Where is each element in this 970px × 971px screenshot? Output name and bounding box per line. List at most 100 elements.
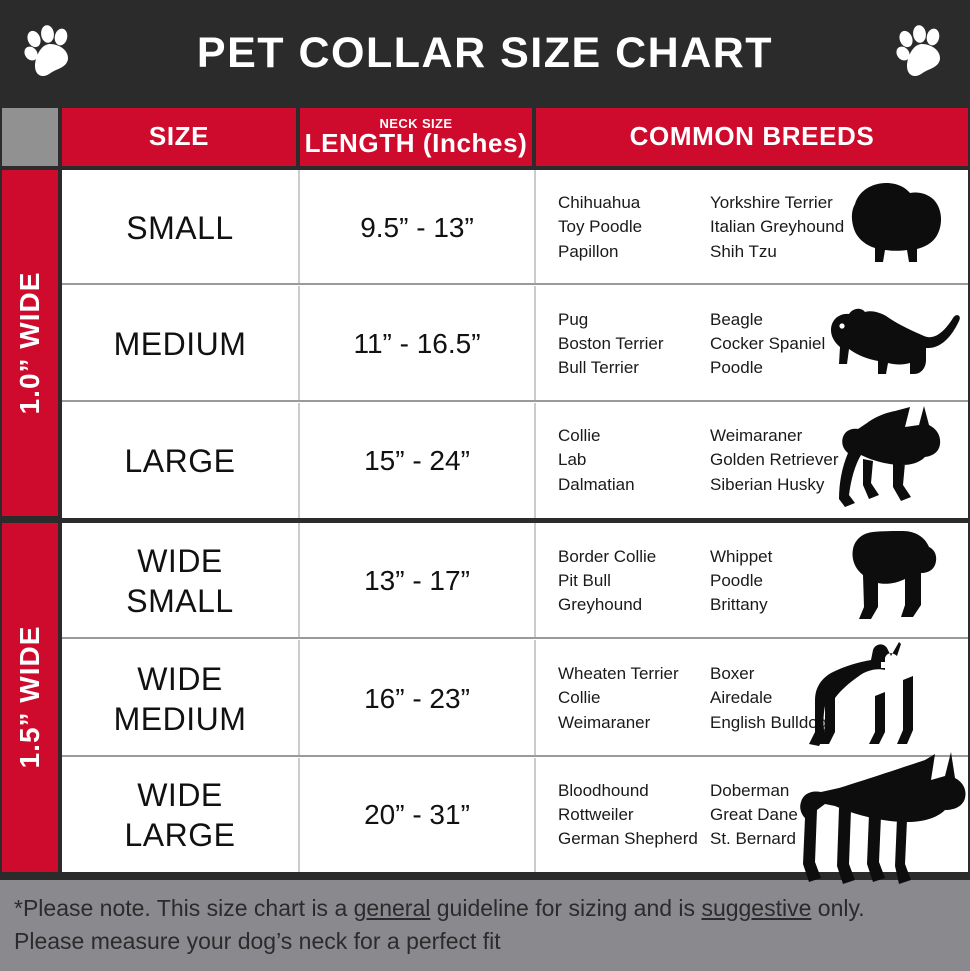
table-row: WIDE MEDIUM 16” - 23” Wheaten Terrier Co… <box>62 640 968 757</box>
column-divider <box>298 286 300 402</box>
footer-emphasis-suggestive: suggestive <box>701 895 812 921</box>
cell-size: WIDE MEDIUM <box>62 640 298 757</box>
column-divider <box>298 523 300 639</box>
breed-item: Border Collie <box>558 546 657 566</box>
breed-item: Weimaraner <box>558 712 651 732</box>
breed-item: Greyhound <box>558 595 643 615</box>
size-label: MEDIUM <box>113 326 247 362</box>
table-row: WIDE SMALL 13” - 17” Border Collie Pit B… <box>62 523 968 639</box>
breed-item: Bull Terrier <box>558 358 639 378</box>
footer-text-a: *Please note. This size chart is a <box>14 895 354 921</box>
breed-item: German Shepherd <box>558 829 698 849</box>
cell-length: 15” - 24” <box>364 444 470 476</box>
breed-item: Boston Terrier <box>558 333 664 353</box>
page-title: PET COLLAR SIZE CHART <box>196 29 774 77</box>
cell-breeds: Wheaten Terrier Collie Weimaraner Boxer … <box>536 640 968 757</box>
cell-length: 11” - 16.5” <box>353 328 481 359</box>
cell-size: WIDE SMALL <box>62 523 298 639</box>
group-label-text: 1.0” WIDE <box>14 271 45 415</box>
table-row: SMALL 9.5” - 13” Chihuahua Toy Poodle Pa… <box>62 170 968 285</box>
column-header-breeds-label: COMMON BREEDS <box>629 121 875 152</box>
cell-size: WIDE LARGE <box>62 758 298 872</box>
breed-list-column-1: Chihuahua Toy Poodle Papillon <box>558 191 710 263</box>
breed-list-column-2: Doberman Great Dane St. Bernard <box>710 779 860 851</box>
breed-item: Wheaten Terrier <box>558 664 679 684</box>
column-divider <box>298 758 300 872</box>
footer-note-text: *Please note. This size chart is a gener… <box>14 892 960 957</box>
size-label-line2: MEDIUM <box>113 700 247 737</box>
size-label: LARGE <box>124 442 236 479</box>
breed-item: Whippet <box>710 546 773 566</box>
column-divider <box>534 170 536 285</box>
breed-item: Siberian Husky <box>710 474 825 494</box>
cell-length: 20” - 31” <box>364 799 470 830</box>
size-label: SMALL <box>126 209 234 246</box>
breed-list-column-2: Boxer Airedale English Bulldog <box>710 662 860 734</box>
column-divider <box>534 523 536 639</box>
breed-item: English Bulldog <box>710 712 828 732</box>
breed-item: Boxer <box>710 664 755 684</box>
paw-print-icon <box>20 24 78 82</box>
column-divider <box>534 403 536 518</box>
column-header-length: NECK SIZE LENGTH (Inches) <box>300 108 532 166</box>
cell-breeds: Collie Lab Dalmatian Weimaraner Golden R… <box>536 403 968 518</box>
group-divider <box>0 518 968 523</box>
size-label-line2: SMALL <box>126 583 234 619</box>
cell-length: 9.5” - 13” <box>360 211 474 243</box>
column-header-length-superlabel: NECK SIZE <box>379 115 453 131</box>
size-label: WIDE <box>137 660 223 697</box>
breed-item: Italian Greyhound <box>710 217 845 237</box>
breed-item: Lab <box>558 450 587 470</box>
breed-item: Dalmatian <box>558 474 635 494</box>
table-row: LARGE 15” - 24” Collie Lab Dalmatian Wei… <box>0 403 968 523</box>
cell-length: 13” - 17” <box>364 565 470 596</box>
column-divider <box>534 758 536 872</box>
paw-print-icon <box>892 24 950 82</box>
row-divider <box>62 637 968 639</box>
cell-length: 16” - 23” <box>364 682 470 714</box>
breed-list-column-1: Collie Lab Dalmatian <box>558 424 710 496</box>
column-header-size-label: SIZE <box>148 121 210 152</box>
breed-item: Poodle <box>710 358 763 378</box>
breed-item: Collie <box>558 688 601 708</box>
column-header-length-label: LENGTH (Inches) <box>304 128 528 159</box>
breed-item: Papillon <box>558 241 619 261</box>
breed-item: St. Bernard <box>710 829 796 849</box>
row-divider <box>62 755 968 757</box>
breed-item: Great Dane <box>710 804 798 824</box>
column-divider <box>534 640 536 757</box>
column-divider <box>298 170 300 285</box>
column-header-breeds: COMMON BREEDS <box>536 108 968 166</box>
breed-list-column-1: Bloodhound Rottweiler German Shepherd <box>558 779 710 851</box>
column-divider <box>298 640 300 757</box>
cell-breeds: Bloodhound Rottweiler German Shepherd Do… <box>536 758 968 872</box>
breed-item: Airedale <box>710 688 773 708</box>
size-label: WIDE <box>137 543 223 579</box>
breed-item: Brittany <box>710 595 768 615</box>
breed-list-column-2: Yorkshire Terrier Italian Greyhound Shih… <box>710 191 860 263</box>
size-label-line2: LARGE <box>124 817 236 853</box>
breed-item: Yorkshire Terrier <box>710 193 833 213</box>
footer-emphasis-general: general <box>353 895 431 921</box>
breed-item: Weimaraner <box>710 426 803 446</box>
breed-item: Toy Poodle <box>558 217 643 237</box>
breed-item: Cocker Spaniel <box>710 333 826 353</box>
breed-item: Pit Bull <box>558 570 611 590</box>
breed-item: Rottweiler <box>558 804 634 824</box>
breed-list-column-2: Beagle Cocker Spaniel Poodle <box>710 308 860 380</box>
cell-breeds: Border Collie Pit Bull Greyhound Whippet… <box>536 523 968 639</box>
column-header-size: SIZE <box>62 108 296 166</box>
breed-list-column-1: Border Collie Pit Bull Greyhound <box>558 545 710 617</box>
footer-line-1: *Please note. This size chart is a gener… <box>14 892 960 925</box>
table-row: WIDE LARGE 20” - 31” Bloodhound Rottweil… <box>62 758 968 872</box>
column-divider <box>298 403 300 518</box>
cell-size: LARGE <box>62 403 298 518</box>
breed-item: Collie <box>558 426 601 446</box>
footer-text-b: guideline for sizing and is <box>430 895 702 921</box>
breed-item: Pug <box>558 309 589 329</box>
breed-item: Chihuahua <box>558 193 641 213</box>
group-label-band-1-5-wide: 1.5” WIDE <box>2 522 58 872</box>
row-divider <box>62 283 968 285</box>
table-header-row: SIZE NECK SIZE LENGTH (Inches) COMMON BR… <box>0 106 970 168</box>
header-corner-cell <box>2 108 58 166</box>
